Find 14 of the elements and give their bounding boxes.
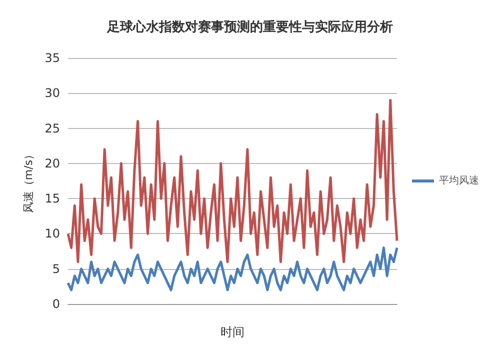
y-tick-label: 25 [44, 121, 60, 136]
y-tick-label: 15 [44, 192, 60, 206]
y-tick-label: 30 [44, 86, 60, 100]
y-tick-label: 0 [52, 297, 60, 311]
line-series [66, 98, 398, 264]
y-axis-title: 风速（m/s） [22, 148, 35, 214]
x-axis-title: 时间 [220, 325, 244, 339]
legend-label: 平均风速 [439, 174, 479, 186]
y-tick-label: 20 [44, 156, 60, 170]
y-tick-label: 10 [44, 226, 60, 241]
y-tick-label: 35 [44, 51, 60, 65]
chart-title: 足球心水指数对赛事预测的重要性与实际应用分析 [106, 19, 393, 35]
line-series [66, 246, 398, 292]
y-tick-label: 5 [52, 262, 60, 276]
